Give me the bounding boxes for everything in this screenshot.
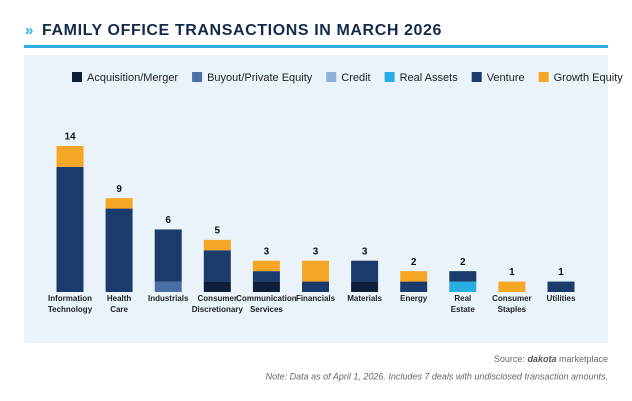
x-tick-label-line: Utilities <box>547 294 576 303</box>
legend-label: Acquisition/Merger <box>87 72 178 84</box>
x-tick-label-line: Care <box>110 305 128 314</box>
bar-segment <box>252 281 280 292</box>
total-label: 3 <box>313 246 319 257</box>
legend-label: Growth Equity <box>554 72 624 84</box>
legend-label: Real Assets <box>400 72 459 84</box>
bar-segment <box>203 239 231 251</box>
bar-segment <box>547 281 575 292</box>
x-tick-label-line: Staples <box>498 305 527 314</box>
x-tick-label: Industrials <box>148 294 189 303</box>
x-tick-label: Utilities <box>547 294 576 303</box>
x-tick-label-line: Estate <box>451 305 476 314</box>
x-tick-label: Information Technology <box>48 294 93 314</box>
bar-segment <box>252 271 280 282</box>
x-tick-label-line: Consumer <box>198 294 238 303</box>
bar-segment <box>56 146 84 167</box>
bar-segment <box>351 281 379 292</box>
x-tick-label-line: Technology <box>48 305 93 314</box>
bar-segment <box>154 281 182 292</box>
bar-segment <box>203 250 231 282</box>
bar-segment <box>302 281 329 292</box>
bar-segment <box>498 281 526 292</box>
title-rule <box>24 45 608 48</box>
legend-swatch <box>538 72 549 82</box>
legend-label: Buyout/Private Equity <box>207 72 313 84</box>
legend-label: Credit <box>341 72 370 84</box>
x-tick-label-line: Services <box>250 305 283 314</box>
x-tick-label: Consumer Staples <box>492 294 532 314</box>
bar-segment <box>252 260 280 272</box>
x-tick-label: Consumer Discretionary <box>192 294 244 314</box>
source-brand: dakota <box>527 354 556 364</box>
total-label: 5 <box>215 225 221 236</box>
x-tick-label: Health Care <box>107 294 132 314</box>
legend-swatch <box>384 72 395 82</box>
bar-segment <box>302 260 329 282</box>
total-label: 3 <box>264 246 270 257</box>
x-tick-label-line: Industrials <box>148 294 189 303</box>
x-tick-label-line: Information <box>48 294 92 303</box>
x-tick-label-line: Financials <box>296 294 336 303</box>
note: Note: Data as of April 1, 2026. Includes… <box>266 371 608 381</box>
x-tick-label: Real Estate <box>451 294 476 314</box>
x-tick-label-line: Health <box>107 294 132 303</box>
x-tick-label-line: Discretionary <box>192 305 244 314</box>
source-suffix: marketplace <box>559 354 608 364</box>
x-tick-label: Communication Services <box>236 294 297 314</box>
bar-segment <box>105 198 133 209</box>
bar-segment <box>105 208 133 292</box>
bar-segment <box>449 281 477 292</box>
source-label: Source: <box>494 354 525 364</box>
chart-title: FAMILY OFFICE TRANSACTIONS IN MARCH 2026 <box>42 22 442 39</box>
x-tick-label: Energy <box>400 294 428 303</box>
bar-segment <box>154 229 182 282</box>
total-label: 14 <box>64 132 76 143</box>
total-label: 1 <box>558 267 564 278</box>
total-label: 2 <box>460 257 466 268</box>
bar-segment <box>56 166 84 292</box>
total-label: 2 <box>411 257 417 268</box>
x-tick-label-line: Materials <box>347 294 382 303</box>
legend-swatch <box>72 72 82 82</box>
total-label: 3 <box>362 246 368 257</box>
legend-swatch <box>326 72 337 82</box>
x-tick-label-line: Communication <box>236 294 297 303</box>
total-label: 6 <box>165 215 171 226</box>
bar-segment <box>449 271 477 282</box>
x-tick-label: Materials <box>347 294 382 303</box>
total-label: 1 <box>509 267 515 278</box>
x-tick-label-line: Consumer <box>492 294 532 303</box>
bar-segment <box>203 281 231 292</box>
total-label: 9 <box>116 184 122 195</box>
legend-swatch <box>192 72 203 82</box>
bar-segment <box>400 271 428 282</box>
legend-label: Venture <box>487 72 525 84</box>
source: Source: dakota marketplace <box>494 354 608 364</box>
x-tick-label-line: Energy <box>400 294 428 303</box>
legend-swatch <box>471 72 482 82</box>
chevron-icon: » <box>25 22 33 39</box>
x-tick-label: Financials <box>296 294 336 303</box>
bar-segment <box>400 281 428 292</box>
x-tick-label-line: Real <box>454 294 471 303</box>
bar-segment <box>351 260 379 282</box>
